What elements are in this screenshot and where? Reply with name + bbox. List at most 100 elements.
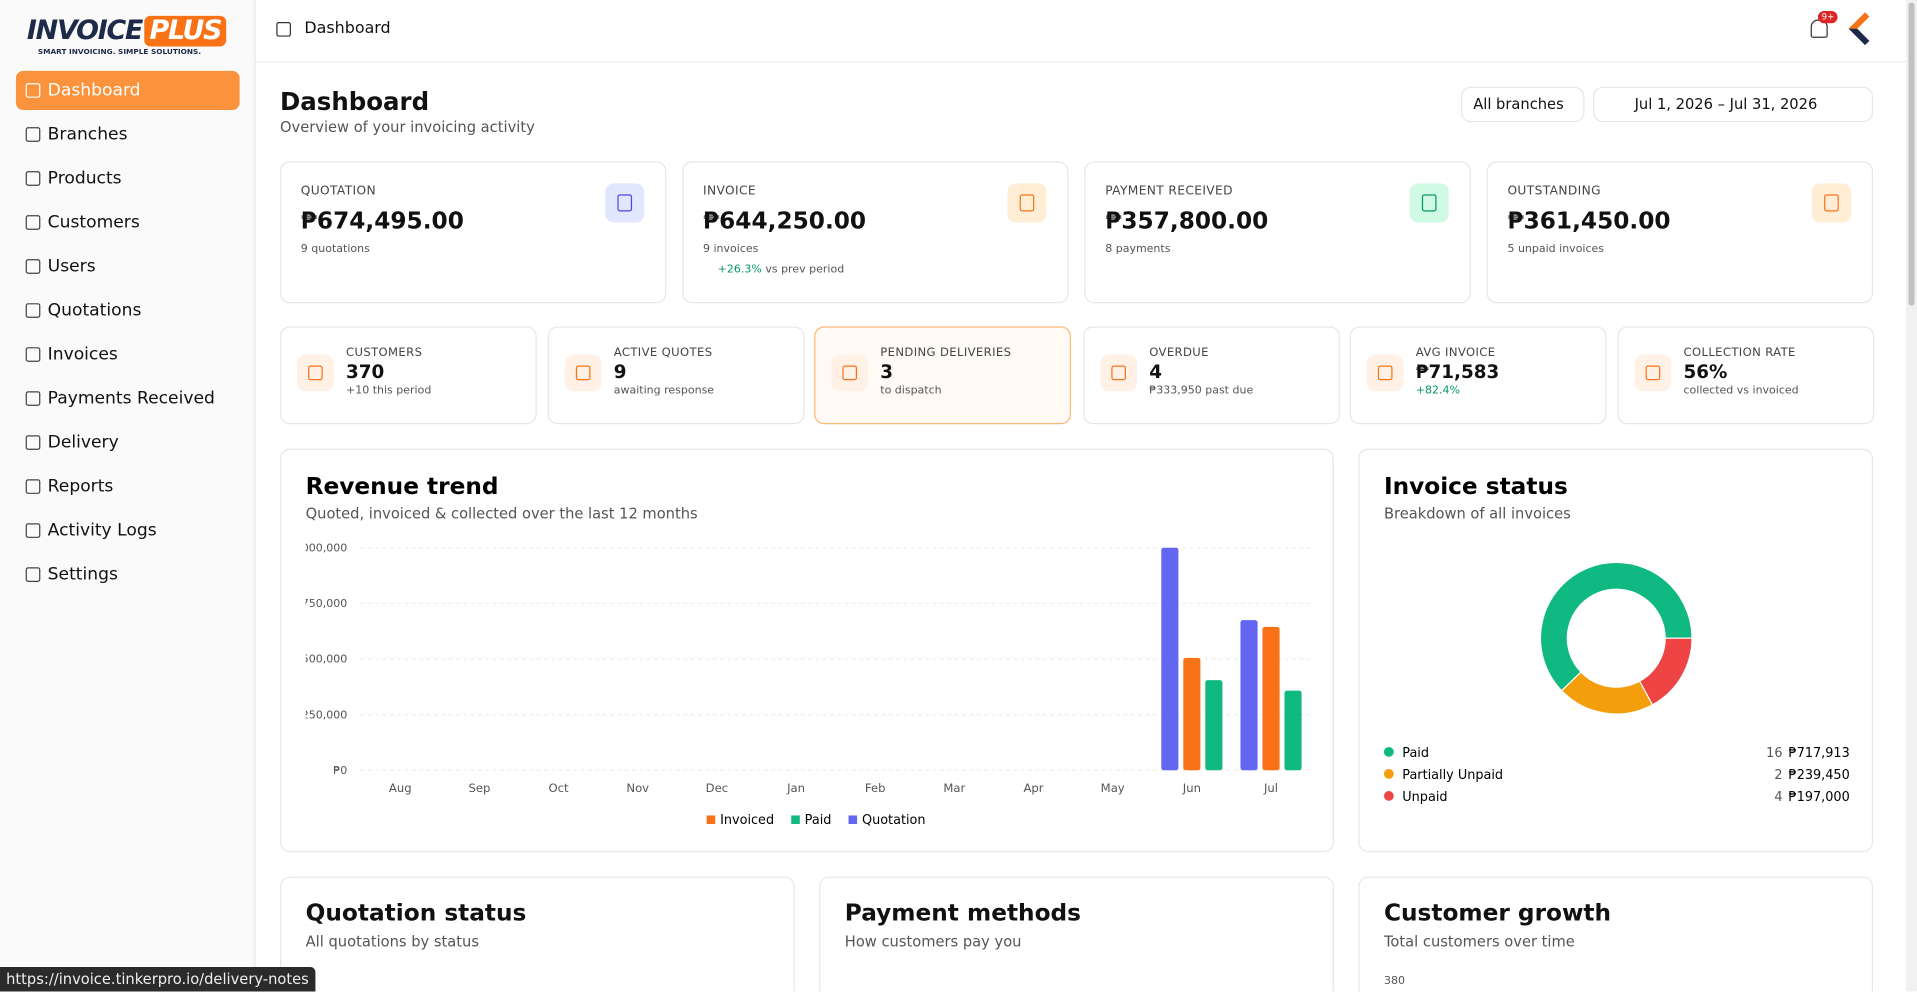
chart-title: Revenue trend bbox=[306, 473, 499, 500]
nav-icon bbox=[25, 347, 41, 362]
x-tick-label: Jul bbox=[1263, 781, 1278, 795]
legend-count: 4 bbox=[1774, 790, 1782, 805]
legend-count: 2 bbox=[1774, 768, 1782, 783]
kpi-label: PAYMENT RECEIVED bbox=[1105, 184, 1233, 199]
bar bbox=[1240, 620, 1258, 771]
sidebar-toggle[interactable] bbox=[276, 22, 291, 37]
nav-icon bbox=[25, 215, 41, 230]
stat-value: 9 bbox=[613, 360, 627, 383]
kpi-value: ₱674,495.00 bbox=[300, 207, 464, 235]
stat-glyph bbox=[308, 365, 323, 381]
nav-label: Products bbox=[47, 168, 122, 189]
legend-label: Paid bbox=[805, 813, 832, 828]
nav-item[interactable]: Delivery bbox=[16, 423, 240, 462]
nav-label: Activity Logs bbox=[47, 520, 157, 541]
nav-icon bbox=[25, 523, 41, 538]
legend-label: Invoiced bbox=[720, 813, 774, 828]
stat-value: 370 bbox=[345, 360, 385, 383]
kpi-icon bbox=[605, 183, 645, 223]
kpi-icon bbox=[1007, 183, 1047, 223]
card-subtitle: All quotations by status bbox=[305, 932, 479, 950]
avatar[interactable] bbox=[1848, 12, 1882, 46]
nav-icon bbox=[25, 567, 41, 582]
kpi-label: QUOTATION bbox=[300, 184, 377, 199]
nav-item[interactable]: Users bbox=[16, 247, 240, 286]
nav-label: Branches bbox=[47, 124, 128, 145]
stat-card: CUSTOMERS 370 +10 this period bbox=[279, 326, 537, 425]
stat-card: ACTIVE QUOTES 9 awaiting response bbox=[547, 326, 805, 425]
kpi-change-note: vs prev period bbox=[765, 264, 845, 277]
kpi-note: 5 unpaid invoices bbox=[1507, 243, 1605, 256]
status-url: https://invoice.tinkerpro.io/delivery-no… bbox=[0, 967, 315, 992]
stat-icon bbox=[1100, 354, 1137, 392]
nav-item[interactable]: Invoices bbox=[16, 335, 240, 374]
logo: INVOICE PLUS bbox=[26, 15, 227, 47]
scrollbar bbox=[1906, 0, 1917, 992]
tagline: SMART INVOICING. SIMPLE SOLUTIONS. bbox=[37, 47, 202, 57]
x-tick-label: Dec bbox=[706, 781, 728, 795]
nav-label: Invoices bbox=[47, 344, 118, 365]
stat-note: ₱333,950 past due bbox=[1149, 385, 1254, 398]
bar bbox=[1262, 626, 1280, 771]
y-tick-label: ₱750,000 bbox=[295, 597, 348, 610]
card-subtitle: Total customers over time bbox=[1383, 932, 1575, 950]
stat-note: +82.4% bbox=[1415, 385, 1460, 398]
nav-item[interactable]: Dashboard bbox=[15, 70, 240, 111]
nav-icon bbox=[25, 83, 41, 98]
bottom-card: Customer growth Total customers over time… bbox=[1358, 876, 1873, 992]
stat-icon bbox=[297, 354, 334, 392]
kpi-note: 9 invoices bbox=[702, 243, 759, 256]
page-title: Dashboard bbox=[279, 86, 430, 117]
y-tick-label: 380 bbox=[1383, 975, 1405, 988]
stat-note: +10 this period bbox=[345, 385, 432, 398]
nav-item[interactable]: Payments Received bbox=[16, 379, 240, 418]
stat-label: OVERDUE bbox=[1149, 345, 1209, 360]
x-tick-label: Nov bbox=[626, 781, 649, 795]
stat-value: 56% bbox=[1683, 360, 1728, 383]
stat-value: 4 bbox=[1149, 360, 1162, 383]
x-tick-label: Jan bbox=[786, 781, 805, 795]
donut-slice bbox=[1638, 637, 1693, 706]
bar bbox=[1205, 680, 1223, 771]
legend-amount: ₱239,450 bbox=[1789, 768, 1850, 783]
x-tick-label: Mar bbox=[943, 781, 965, 795]
y-axis: ₱0 ₱250,000 ₱500,000 ₱750,000 ₱1,000,000 bbox=[295, 541, 348, 777]
revenue-card: Revenue trend Quoted, invoiced & collecte… bbox=[279, 448, 1334, 853]
nav-item[interactable]: Products bbox=[16, 159, 240, 198]
nav-item[interactable]: Branches bbox=[16, 115, 240, 154]
nav-label: Payments Received bbox=[47, 388, 215, 409]
nav-item[interactable]: Activity Logs bbox=[16, 511, 240, 550]
branch-filter[interactable]: All branches bbox=[1460, 86, 1585, 123]
kpi-icon bbox=[1811, 183, 1851, 223]
kpi-glyph bbox=[1421, 194, 1437, 212]
kpi-card: OUTSTANDING ₱361,450.00 5 unpaid invoices bbox=[1486, 161, 1873, 304]
nav-label: Users bbox=[47, 256, 96, 277]
date-range[interactable]: Jul 1, 2026 – Jul 31, 2026 bbox=[1593, 86, 1873, 123]
donut-slice bbox=[1560, 671, 1654, 715]
stat-label: PENDING DELIVERIES bbox=[880, 345, 1012, 360]
legend-amount: ₱197,000 bbox=[1789, 790, 1850, 805]
kpi-card: INVOICE ₱644,250.00 9 invoices +26.3% vs pre… bbox=[682, 161, 1069, 304]
status-card: Invoice status Breakdown of all invoices P… bbox=[1358, 448, 1873, 853]
card-title: Quotation status bbox=[305, 899, 527, 927]
stat-icon bbox=[1366, 354, 1404, 392]
kpi-value: ₱644,250.00 bbox=[702, 207, 867, 235]
legend-swatch bbox=[791, 815, 800, 825]
stat-value: ₱71,583 bbox=[1415, 360, 1500, 383]
nav-icon bbox=[25, 435, 41, 450]
stat-label: CUSTOMERS bbox=[345, 345, 423, 360]
legend-label: Quotation bbox=[862, 813, 926, 828]
donut-slice bbox=[1539, 561, 1693, 692]
logo-text: INVOICE bbox=[26, 15, 144, 47]
stat-glyph bbox=[1377, 365, 1393, 381]
x-tick-label: Aug bbox=[389, 781, 412, 795]
kpi-change: +26.3% bbox=[717, 264, 762, 277]
bar bbox=[1161, 547, 1179, 771]
y-tick-label: ₱500,000 bbox=[295, 653, 348, 666]
nav-item[interactable]: Quotations bbox=[16, 291, 240, 330]
nav-icon bbox=[25, 391, 41, 406]
nav-item[interactable]: Settings bbox=[16, 555, 240, 594]
nav-item[interactable]: Reports bbox=[16, 467, 240, 506]
nav-item[interactable]: Customers bbox=[16, 203, 240, 242]
stat-card: AVG INVOICE ₱71,583 +82.4% bbox=[1349, 326, 1607, 425]
